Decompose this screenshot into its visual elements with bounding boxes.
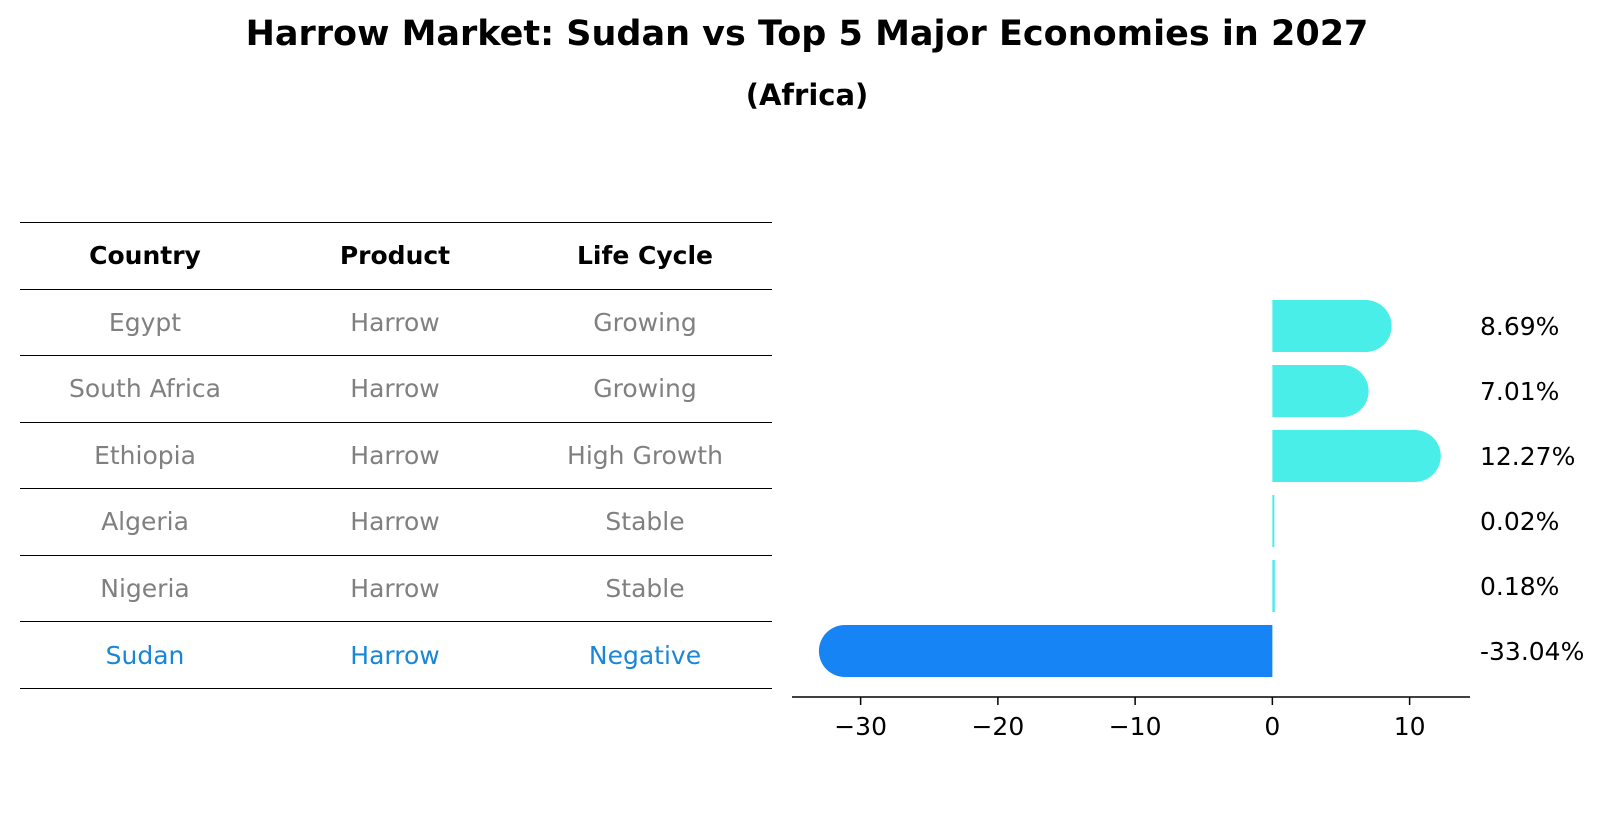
table-row: Ethiopia Harrow High Growth [20,421,772,489]
data-label: -33.04% [1480,637,1584,666]
cell-country: Sudan [105,640,185,670]
cell-product: Harrow [350,307,440,337]
header-life-cycle: Life Cycle [576,241,714,271]
data-label: 0.02% [1480,507,1559,536]
cell-country: Ethiopia [94,440,196,470]
cell-life-cycle: Growing [593,374,697,404]
cell-life-cycle: High Growth [567,440,723,470]
x-tick-label: 10 [1394,712,1426,741]
cell-life-cycle: Stable [605,507,685,537]
table-row: Algeria Harrow Stable [20,488,772,555]
cell-life-cycle: Negative [588,640,702,670]
cell-product: Harrow [350,440,440,470]
data-label: 0.18% [1480,572,1559,601]
table-row: Nigeria Harrow Stable [20,554,772,622]
cell-product: Harrow [350,374,440,404]
bar-ethiopia [1272,430,1441,482]
x-tick-label: −20 [971,712,1024,741]
table-header-row: Country Product Life Cycle [20,222,772,289]
data-label: 7.01% [1480,377,1559,406]
x-tick-label: 0 [1264,712,1280,741]
cell-product: Harrow [350,640,440,670]
table-row: Egypt Harrow Growing [20,288,772,356]
bar-sudan [818,625,1273,677]
cell-life-cycle: Growing [593,307,697,337]
market-table: Country Product Life Cycle Egypt Harrow … [20,222,772,689]
header-product: Product [339,241,451,271]
bar-south-africa [1272,365,1369,417]
bar-algeria [1272,495,1275,547]
cell-country: Algeria [101,507,189,537]
bar-egypt [1272,300,1392,352]
cell-country: South Africa [69,374,221,404]
cell-country: Nigeria [100,573,190,603]
cell-product: Harrow [350,507,440,537]
chart-subtitle: (Africa) [745,78,869,112]
bar-nigeria [1272,560,1275,612]
chart-title: Harrow Market: Sudan vs Top 5 Major Econ… [245,14,1369,54]
cell-life-cycle: Stable [605,573,685,603]
x-tick-label: −10 [1109,712,1162,741]
table-row: South Africa Harrow Growing [20,355,772,422]
x-tick-label: −30 [834,712,887,741]
data-label: 12.27% [1480,442,1575,471]
cell-country: Egypt [108,307,182,337]
header-country: Country [89,241,201,271]
cell-product: Harrow [350,573,440,603]
data-label: 8.69% [1480,312,1559,341]
table-row-highlighted: Sudan Harrow Negative [20,621,772,689]
